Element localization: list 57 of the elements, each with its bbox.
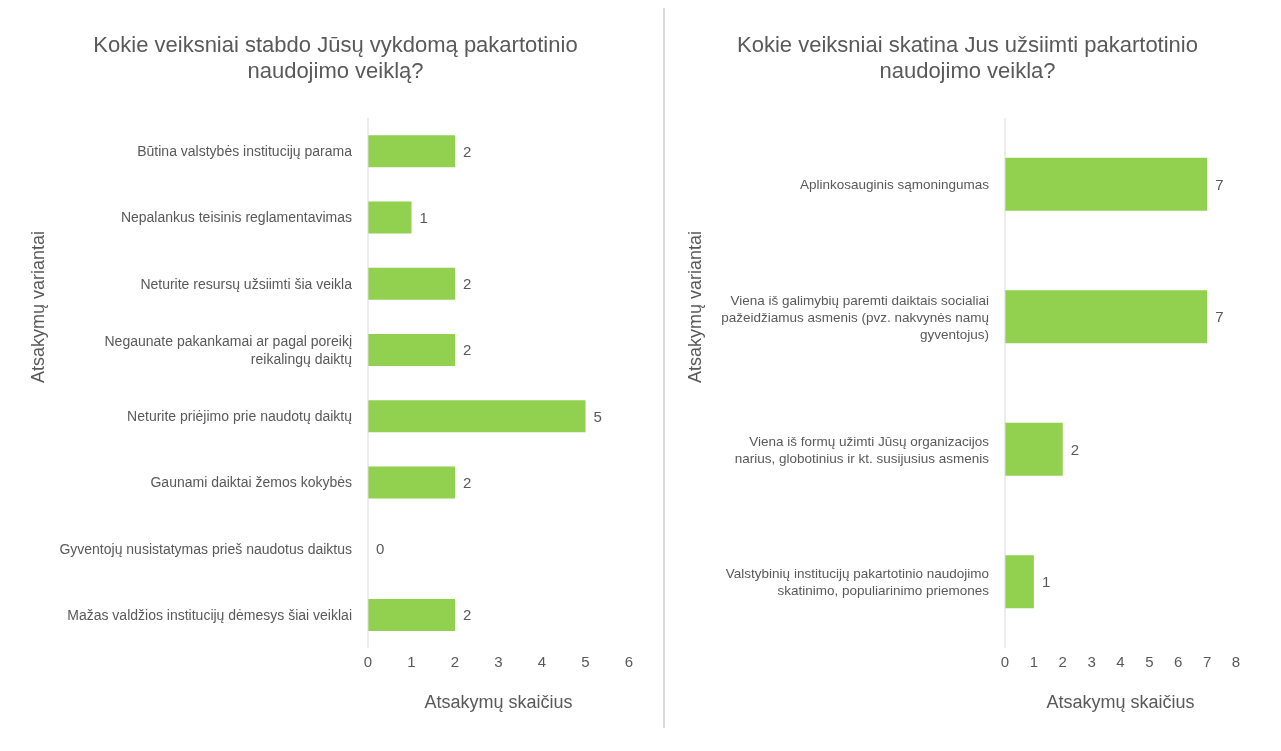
- data-label: 2: [463, 142, 472, 160]
- bar: [368, 267, 455, 300]
- y-tick-label: Mažas valdžios institucijų dėmesys šiai veiklai: [67, 606, 352, 623]
- x-tick-label: 6: [1174, 652, 1183, 670]
- bar: [368, 400, 586, 433]
- y-tick-label: Valstybinių institucijų pakartotinio naudojimo skatinimo, populiarinimo priemones: [725, 565, 990, 598]
- data-label: 0: [376, 540, 385, 558]
- x-tick-label: 4: [537, 652, 547, 670]
- data-label: 2: [463, 341, 472, 359]
- bar: [368, 201, 412, 234]
- data-label: 2: [463, 473, 472, 491]
- data-label: 2: [1070, 440, 1080, 458]
- x-tick-label: 2: [1058, 652, 1067, 670]
- y-tick-label: Neturite priėjimo prie naudotų daiktų: [127, 408, 353, 425]
- data-label: 1: [419, 208, 428, 226]
- data-label: 5: [593, 407, 602, 425]
- bar: [1005, 555, 1034, 609]
- bar: [1005, 290, 1208, 344]
- y-axis-title: Atsakymų variantai: [28, 230, 49, 383]
- y-tick-label: Viena iš galimybių paremti daiktais socialiai pažeidžiamus asmenis (pvz. nakvynės namų gyventojus): [721, 292, 989, 342]
- bar: [368, 598, 455, 631]
- y-tick-label: Aplinkosauginis sąmoningumas: [799, 176, 990, 192]
- bar: [368, 333, 455, 366]
- x-tick-label: 5: [581, 652, 590, 670]
- data-label: 2: [463, 275, 472, 293]
- x-axis-title: Atsakymų skaičius: [424, 692, 573, 712]
- y-tick-label: Negaunate pakankamai ar pagal poreikį reikalingų daiktų: [104, 333, 353, 367]
- x-tick-label: 3: [494, 652, 503, 670]
- x-tick-label: 0: [363, 652, 373, 670]
- x-tick-label: 6: [624, 652, 634, 670]
- y-tick-label: Būtina valstybės institucijų parama: [137, 143, 353, 160]
- data-label: 7: [1215, 175, 1224, 193]
- data-label: 7: [1215, 308, 1224, 326]
- x-tick-label: 3: [1087, 652, 1096, 670]
- x-tick-label: 2: [450, 652, 460, 670]
- y-axis-title: Atsakymų variantai: [685, 230, 706, 383]
- chart-title: Kokie veiksniai stabdo Jūsų vykdomą pakartotinio naudojimo veiklą?: [92, 31, 579, 85]
- x-tick-label: 7: [1202, 652, 1212, 670]
- bar: [1005, 422, 1063, 476]
- y-tick-label: Gaunami daiktai žemos kokybės: [150, 474, 352, 491]
- x-tick-label: 5: [1145, 652, 1154, 670]
- y-tick-label: Nepalankus teisinis reglamentavimas: [120, 209, 352, 226]
- bar: [368, 135, 455, 168]
- y-tick-label: Neturite resursų užsiimti šia veikla: [140, 275, 353, 292]
- x-tick-label: 4: [1116, 652, 1125, 670]
- data-label: 2: [463, 606, 472, 624]
- bar: [1005, 157, 1208, 211]
- x-tick-label: 1: [407, 652, 416, 670]
- x-tick-label: 0: [1000, 652, 1010, 670]
- x-tick-label: 8: [1231, 652, 1241, 670]
- y-tick-label: Viena iš formų užimti Jūsų organizacijos narius, globotinius ir kt. susijusius asmenis: [734, 433, 990, 466]
- y-tick-label: Gyventojų nusistatymas prieš naudotus daiktus: [59, 540, 352, 557]
- x-axis-title: Atsakymų skaičius: [1046, 692, 1195, 712]
- x-tick-label: 1: [1029, 652, 1039, 670]
- data-label: 1: [1041, 573, 1051, 591]
- bar: [368, 466, 455, 499]
- chart-title: Kokie veiksniai skatina Jus užsiimti pakartotinio naudojimo veikla?: [736, 31, 1199, 85]
